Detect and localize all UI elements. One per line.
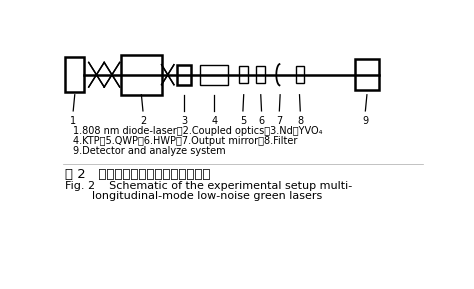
Text: 图 2   多纵模低噪音绻激光器实验装置: 图 2 多纵模低噪音绻激光器实验装置 xyxy=(65,168,211,181)
Bar xyxy=(177,65,191,85)
Bar xyxy=(201,65,228,85)
Bar xyxy=(296,66,304,83)
Text: 2: 2 xyxy=(140,116,146,125)
Text: 6: 6 xyxy=(258,116,264,125)
Bar xyxy=(356,59,379,90)
Text: 9: 9 xyxy=(362,116,368,125)
Text: 7: 7 xyxy=(276,116,283,125)
Text: 4: 4 xyxy=(211,116,217,125)
Text: 5: 5 xyxy=(240,116,246,125)
Text: 9.Detector and analyze system: 9.Detector and analyze system xyxy=(73,146,226,155)
Text: 3: 3 xyxy=(181,116,187,125)
Bar xyxy=(256,66,265,83)
Text: 1.808 nm diode-laser；2.Coupled optics；3.Nd：YVO₄: 1.808 nm diode-laser；2.Coupled optics；3.… xyxy=(73,125,323,136)
Bar xyxy=(121,55,162,95)
Bar xyxy=(239,66,248,83)
Text: 8: 8 xyxy=(297,116,303,125)
Text: longitudinal-mode low-noise green lasers: longitudinal-mode low-noise green lasers xyxy=(92,191,322,201)
Text: Fig. 2    Schematic of the experimental setup multi-: Fig. 2 Schematic of the experimental set… xyxy=(65,181,353,191)
Text: 4.KTP；5.QWP；6.HWP；7.Output mirror；8.Filter: 4.KTP；5.QWP；6.HWP；7.Output mirror；8.Filt… xyxy=(73,136,298,146)
Bar xyxy=(65,57,84,92)
Text: 1: 1 xyxy=(70,116,76,125)
